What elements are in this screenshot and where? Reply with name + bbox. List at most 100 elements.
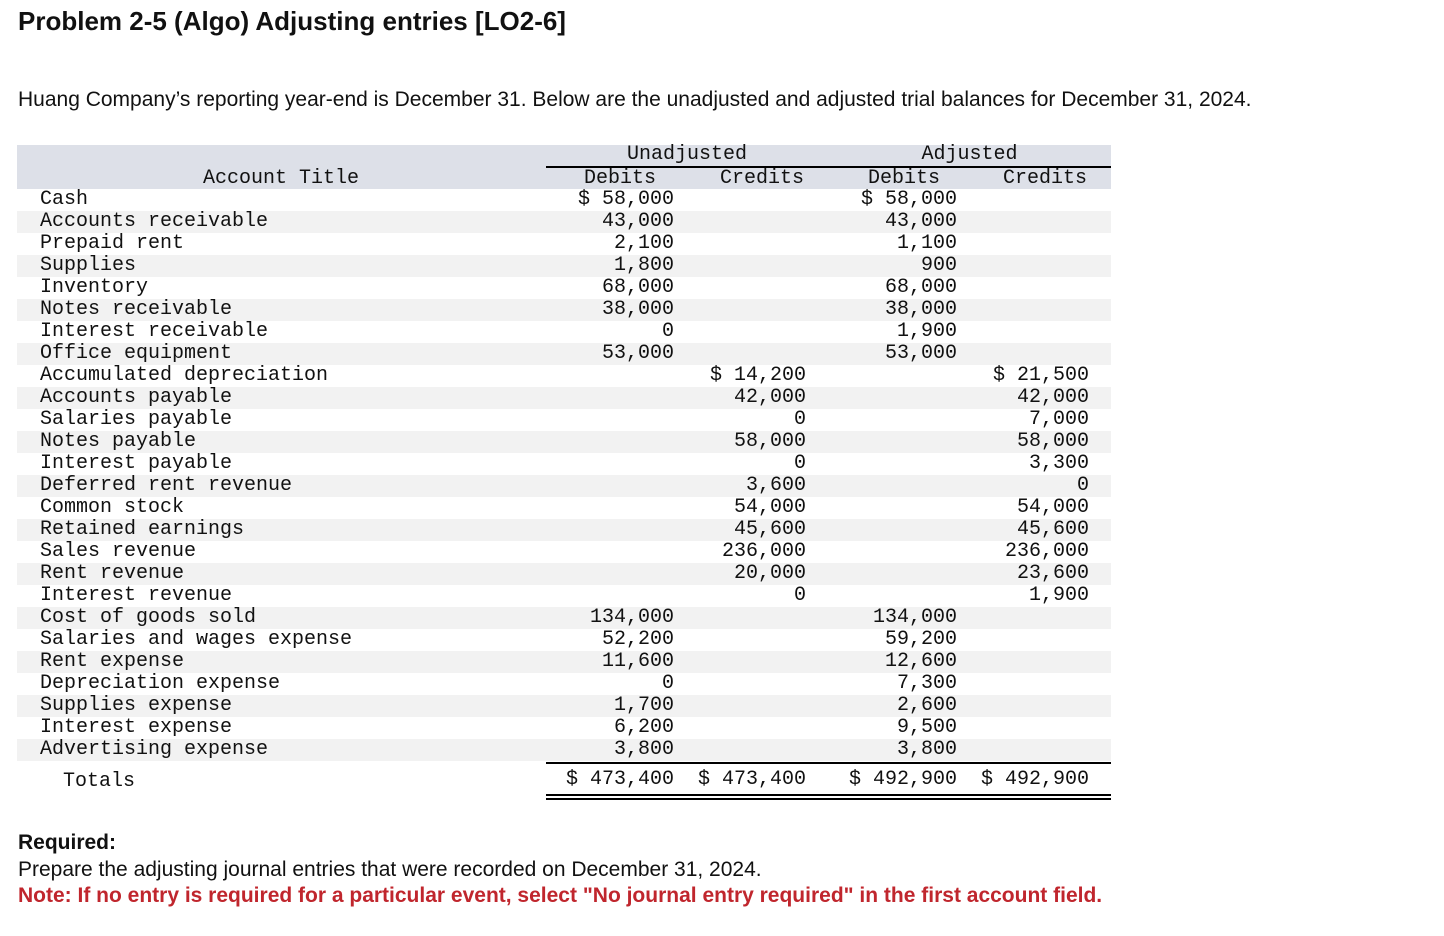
- amount: 1,800: [613, 254, 674, 277]
- account-name: Interest revenue: [40, 584, 233, 607]
- account-name: Salaries payable: [40, 408, 233, 431]
- account-name: Interest expense: [40, 716, 233, 739]
- account-name: Interest receivable: [40, 320, 269, 343]
- amount: 53,000: [884, 342, 957, 365]
- amount: 43,000: [884, 210, 957, 233]
- account-name: Notes payable: [40, 430, 197, 453]
- row-bg: [17, 387, 1111, 409]
- amount: 9,500: [896, 716, 957, 739]
- amount: 3,600: [745, 474, 806, 497]
- amount: 1,700: [613, 694, 674, 717]
- amount: 3,300: [1028, 452, 1089, 475]
- trial-balance-table: Unadjusted Adjusted Account Title Debits Cre…: [17, 144, 1111, 800]
- amount: $ 58,000: [860, 188, 957, 211]
- column-header: Debits: [867, 167, 940, 190]
- amount: 0: [793, 452, 806, 475]
- account-name: Sales revenue: [40, 540, 197, 563]
- row-bg: [17, 563, 1111, 585]
- amount: 900: [920, 254, 957, 277]
- amount: 58,000: [1016, 430, 1089, 453]
- account-name: Depreciation expense: [40, 672, 281, 695]
- account-name: Retained earnings: [40, 518, 245, 541]
- amount: 1,100: [896, 232, 957, 255]
- column-header: Account Title: [202, 167, 360, 190]
- total-amount: $ 473,400: [565, 768, 674, 791]
- row-bg: [17, 299, 1111, 321]
- double-rule: [546, 798, 1111, 800]
- row-bg: [17, 343, 1111, 365]
- group-rule: [546, 166, 1111, 168]
- amount: 7,000: [1028, 408, 1089, 431]
- row-bg: [17, 519, 1111, 541]
- amount: 42,000: [1016, 386, 1089, 409]
- amount: 134,000: [872, 606, 957, 629]
- amount: 236,000: [721, 540, 806, 563]
- amount: 68,000: [601, 276, 674, 299]
- account-name: Supplies: [40, 254, 137, 277]
- amount: 45,600: [733, 518, 806, 541]
- amount: 12,600: [884, 650, 957, 673]
- account-name: Prepaid rent: [40, 232, 185, 255]
- row-bg: [17, 651, 1111, 673]
- amount: 0: [661, 672, 674, 695]
- amount: 2,100: [613, 232, 674, 255]
- amount: 0: [1076, 474, 1089, 497]
- required-text: Prepare the adjusting journal entries th…: [18, 858, 762, 881]
- amount: 52,200: [601, 628, 674, 651]
- intro: Huang Company’s reporting year-end is De…: [18, 88, 1252, 111]
- account-name: Supplies expense: [40, 694, 233, 717]
- account-name: Advertising expense: [40, 738, 269, 761]
- account-name: Salaries and wages expense: [40, 628, 353, 651]
- account-name: Cost of goods sold: [40, 606, 257, 629]
- amount: 58,000: [733, 430, 806, 453]
- title: Problem 2-5 (Algo) Adjusting entries [LO…: [18, 6, 566, 36]
- row-bg: [17, 475, 1111, 497]
- amount: 3,800: [613, 738, 674, 761]
- account-name: Inventory: [40, 276, 149, 299]
- account-name: Accumulated depreciation: [40, 364, 329, 387]
- total-amount: $ 492,900: [980, 768, 1089, 791]
- double-rule: [546, 794, 1111, 796]
- row-bg: [17, 695, 1111, 717]
- amount: 1,900: [896, 320, 957, 343]
- amount: 42,000: [733, 386, 806, 409]
- column-header: Credits: [719, 167, 804, 190]
- amount: $ 21,500: [992, 364, 1089, 387]
- amount: 6,200: [613, 716, 674, 739]
- account-name: Office equipment: [40, 342, 233, 365]
- amount: 3,800: [896, 738, 957, 761]
- amount: 54,000: [1016, 496, 1089, 519]
- amount: 2,600: [896, 694, 957, 717]
- row-bg: [17, 211, 1111, 233]
- amount: 0: [661, 320, 674, 343]
- amount: 54,000: [733, 496, 806, 519]
- amount: 53,000: [601, 342, 674, 365]
- amount: 23,600: [1016, 562, 1089, 585]
- account-name: Cash: [40, 188, 89, 211]
- account-name: Rent revenue: [40, 562, 185, 585]
- amount: 43,000: [601, 210, 674, 233]
- amount: 0: [793, 408, 806, 431]
- account-name: Notes receivable: [40, 298, 233, 321]
- amount: 45,600: [1016, 518, 1089, 541]
- total-rule: [546, 762, 1111, 764]
- amount: 68,000: [884, 276, 957, 299]
- amount: 1,900: [1028, 584, 1089, 607]
- amount: 38,000: [884, 298, 957, 321]
- row-bg: [17, 255, 1111, 277]
- required-note: Note: If no entry is required for a part…: [18, 884, 1103, 907]
- totals-label: Totals: [63, 770, 136, 793]
- column-header: Credits: [1002, 167, 1087, 190]
- row-bg: [17, 739, 1111, 761]
- amount: $ 14,200: [709, 364, 806, 387]
- amount: 59,200: [884, 628, 957, 651]
- row-bg: [17, 431, 1111, 453]
- amount: 11,600: [601, 650, 674, 673]
- account-name: Accounts payable: [40, 386, 233, 409]
- account-name: Deferred rent revenue: [40, 474, 293, 497]
- amount: 38,000: [601, 298, 674, 321]
- total-amount: $ 473,400: [697, 768, 806, 791]
- account-name: Interest payable: [40, 452, 233, 475]
- amount: $ 58,000: [577, 188, 674, 211]
